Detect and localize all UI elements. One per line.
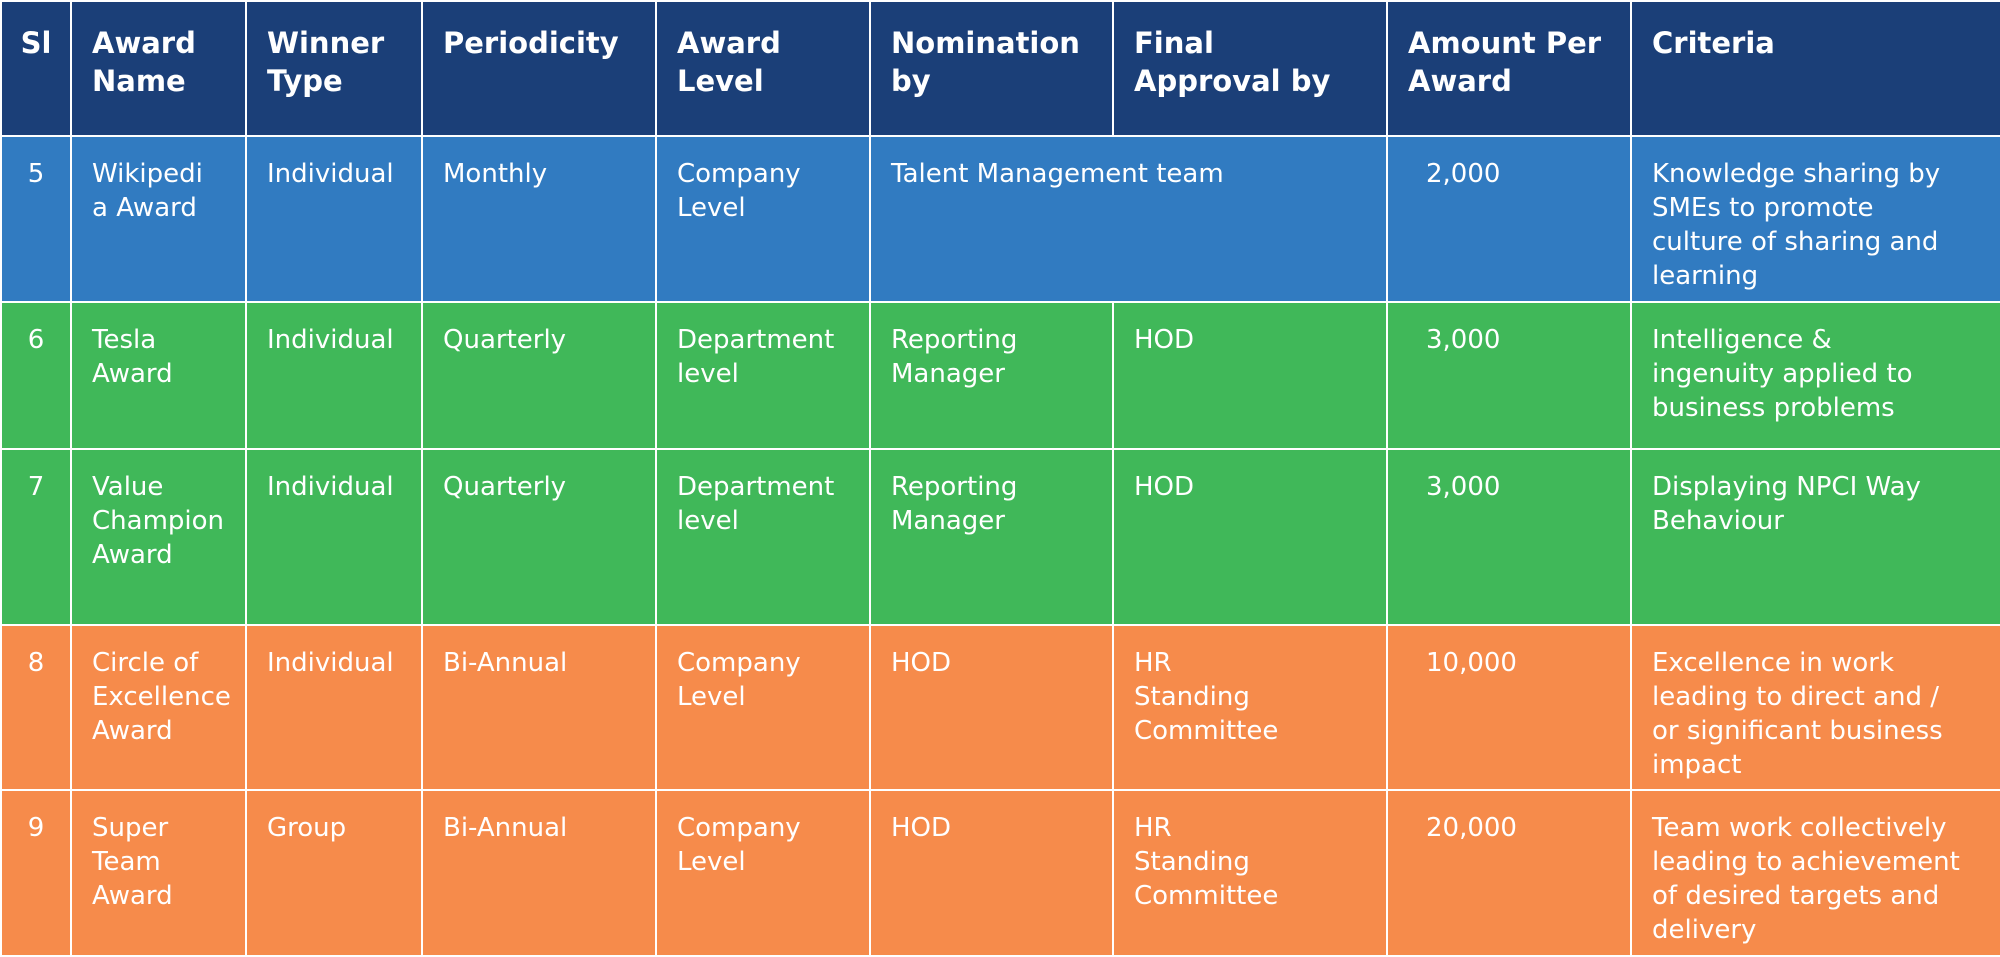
cell-amount: 2,000 (1386, 135, 1632, 303)
cell-periodicity: Quarterly (421, 301, 657, 450)
cell-nomination-by: Reporting Manager (869, 448, 1114, 626)
cell-criteria: Knowledge sharing by SMEs to promote cul… (1630, 135, 2000, 303)
cell-criteria: Excellence in work leading to direct and… (1630, 624, 2000, 791)
table-row: 9 Super Team Award Group Bi-Annual Compa… (0, 789, 2000, 957)
column-header-final-approval-by: Final Approval by (1112, 0, 1388, 137)
cell-award-level: Company Level (655, 789, 871, 957)
cell-nomination-by: HOD (869, 624, 1114, 791)
column-header-nomination-by: Nomination by (869, 0, 1114, 137)
column-header-sl: Sl (0, 0, 72, 137)
cell-periodicity: Bi-Annual (421, 624, 657, 791)
cell-periodicity: Bi-Annual (421, 789, 657, 957)
cell-award-name: Tesla Award (70, 301, 247, 450)
cell-winner-type: Individual (245, 135, 423, 303)
cell-winner-type: Individual (245, 448, 423, 626)
cell-nomination-and-approval: Talent Management team (869, 135, 1388, 303)
cell-sl: 9 (0, 789, 72, 957)
table-row: 7 Value Champion Award Individual Quarte… (0, 448, 2000, 626)
cell-amount: 3,000 (1386, 448, 1632, 626)
cell-periodicity: Monthly (421, 135, 657, 303)
cell-final-approval-by: HOD (1112, 448, 1388, 626)
cell-winner-type: Individual (245, 301, 423, 450)
cell-award-level: Department level (655, 448, 871, 626)
cell-final-approval-by: HOD (1112, 301, 1388, 450)
cell-winner-type: Individual (245, 624, 423, 791)
cell-nomination-by: Reporting Manager (869, 301, 1114, 450)
cell-final-approval-by: HR Standing Committee (1112, 624, 1388, 791)
cell-amount: 20,000 (1386, 789, 1632, 957)
column-header-amount-per-award: Amount Per Award (1386, 0, 1632, 137)
cell-award-level: Company Level (655, 624, 871, 791)
cell-nomination-by: HOD (869, 789, 1114, 957)
cell-winner-type: Group (245, 789, 423, 957)
column-header-periodicity: Periodicity (421, 0, 657, 137)
column-header-criteria: Criteria (1630, 0, 2000, 137)
cell-award-name: Circle of Excellence Award (70, 624, 247, 791)
table-row: 5 Wikipedi a Award Individual Monthly Co… (0, 135, 2000, 303)
cell-award-level: Company Level (655, 135, 871, 303)
column-header-award-name: Award Name (70, 0, 247, 137)
cell-criteria: Displaying NPCI Way Behaviour (1630, 448, 2000, 626)
cell-sl: 6 (0, 301, 72, 450)
cell-sl: 7 (0, 448, 72, 626)
table-row: 6 Tesla Award Individual Quarterly Depar… (0, 301, 2000, 450)
cell-amount: 10,000 (1386, 624, 1632, 791)
cell-criteria: Team work collectively leading to achiev… (1630, 789, 2000, 957)
cell-periodicity: Quarterly (421, 448, 657, 626)
table-row: 8 Circle of Excellence Award Individual … (0, 624, 2000, 791)
column-header-winner-type: Winner Type (245, 0, 423, 137)
cell-sl: 5 (0, 135, 72, 303)
cell-award-name: Super Team Award (70, 789, 247, 957)
cell-award-name: Value Champion Award (70, 448, 247, 626)
cell-criteria: Intelligence & ingenuity applied to busi… (1630, 301, 2000, 450)
cell-final-approval-by: HR Standing Committee (1112, 789, 1388, 957)
cell-sl: 8 (0, 624, 72, 791)
cell-amount: 3,000 (1386, 301, 1632, 450)
cell-award-name: Wikipedi a Award (70, 135, 247, 303)
table-header-row: Sl Award Name Winner Type Periodicity Aw… (0, 0, 2000, 137)
column-header-award-level: Award Level (655, 0, 871, 137)
cell-award-level: Department level (655, 301, 871, 450)
